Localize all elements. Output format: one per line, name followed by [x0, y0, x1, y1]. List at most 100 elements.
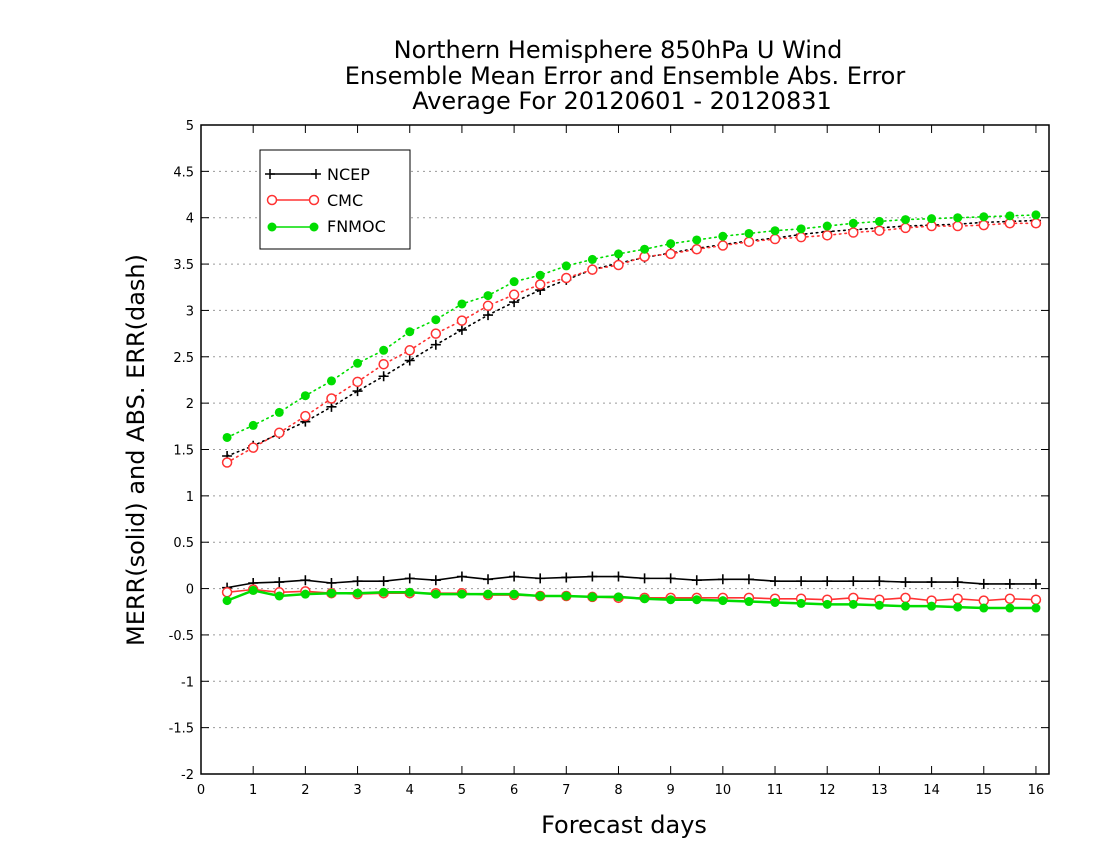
y-tick-label: 0.5 [173, 536, 194, 551]
y-tick-label: 1.5 [173, 444, 194, 459]
fnmoc-mean-err-point [953, 602, 963, 612]
y-tick-label: -1 [181, 675, 194, 690]
cmc-abs-err-point [978, 219, 990, 231]
fnmoc-abs-err-point [274, 407, 284, 417]
fnmoc-abs-err-point [900, 215, 910, 225]
fnmoc-mean-err-point [613, 592, 623, 602]
fnmoc-abs-err-point [405, 327, 415, 337]
ncep-mean-err-point [535, 573, 546, 584]
ncep-mean-err-point [978, 578, 989, 589]
fnmoc-mean-err-point [535, 591, 545, 601]
ncep-mean-err-point [456, 571, 467, 582]
ncep-mean-err-point [326, 578, 337, 589]
chart-title-line-3: Average For 20120601 - 20120831 [412, 87, 832, 115]
fnmoc-abs-err-point [222, 432, 232, 442]
cmc-abs-err-point [874, 225, 885, 236]
x-tick-label: 1 [249, 783, 257, 798]
y-tick-label: 5 [186, 119, 194, 134]
fnmoc-abs-err-point [535, 270, 545, 280]
cmc-abs-err-point [691, 243, 703, 255]
ncep-mean-err-point [1004, 578, 1015, 589]
cmc-abs-err-point [378, 358, 389, 370]
y-tick-label: 3.5 [173, 258, 194, 273]
fnmoc-abs-err-point [1005, 211, 1015, 221]
cmc-abs-err-point [404, 345, 415, 356]
cmc-abs-err-point [300, 410, 311, 422]
fnmoc-mean-err-point [692, 595, 702, 605]
x-tick-label: 5 [458, 783, 466, 798]
ncep-mean-err-point [717, 574, 728, 585]
x-tick-label: 14 [923, 783, 940, 798]
x-tick-label: 11 [767, 783, 784, 798]
ncep-mean-err-point [1030, 578, 1041, 589]
cmc-abs-err-point [743, 236, 755, 248]
fnmoc-mean-err-point [979, 603, 989, 613]
cmc-abs-err-point [221, 457, 233, 468]
ncep-mean-err-point [378, 576, 389, 587]
fnmoc-mean-err-point [718, 596, 728, 606]
cmc-mean-err-point [1004, 593, 1016, 605]
ncep-mean-err-point [874, 576, 885, 587]
legend-cmc-marker [308, 194, 320, 206]
legend-ncep-marker [265, 169, 321, 179]
ncep-mean-err-point [822, 576, 833, 587]
fnmoc-abs-err-point [587, 254, 597, 264]
cmc-abs-err-point [561, 272, 572, 284]
x-tick-label: 4 [406, 783, 414, 798]
ncep-mean-err-point [900, 577, 911, 588]
cmc-abs-err-point [430, 328, 442, 339]
x-tick-label: 10 [715, 783, 732, 798]
ncep-abs-err-point [483, 310, 494, 321]
fnmoc-mean-err-point [900, 601, 910, 611]
y-tick-label: 0 [186, 583, 194, 598]
ncep-mean-err-point [691, 575, 702, 586]
cmc-abs-err-point [900, 222, 911, 234]
x-tick-label: 0 [197, 783, 205, 798]
fnmoc-abs-err-point [483, 291, 493, 301]
fnmoc-abs-err-point [1031, 210, 1041, 220]
fnmoc-mean-err-point [326, 588, 336, 598]
cmc-mean-err-point [1030, 594, 1042, 605]
cmc-abs-err-point [848, 227, 859, 238]
ncep-mean-err-point [613, 571, 624, 582]
fnmoc-mean-err-point [640, 594, 650, 604]
ncep-mean-err-point [509, 571, 520, 582]
fnmoc-abs-err-point [300, 391, 310, 401]
y-tick-label: -2 [181, 768, 194, 783]
cmc-mean-err-point [900, 592, 911, 604]
fnmoc-mean-err-point [770, 597, 780, 607]
cmc-abs-err-point [665, 248, 676, 260]
y-tick-label: 3 [186, 304, 194, 319]
ncep-mean-err-point [796, 576, 807, 587]
legend-fnmoc-label: FNMOC [327, 217, 386, 236]
cmc-abs-err-point [274, 427, 285, 439]
fnmoc-mean-err-point [483, 589, 493, 599]
y-tick-label: -1.5 [169, 722, 194, 737]
fnmoc-mean-err-point [848, 599, 858, 609]
ncep-mean-err-point [770, 576, 781, 587]
ncep-mean-err-point [561, 572, 572, 583]
y-tick-label: 4.5 [173, 165, 194, 180]
fnmoc-mean-err-point [222, 596, 232, 606]
fnmoc-abs-err-point [979, 212, 989, 222]
cmc-abs-err-point [534, 279, 546, 290]
ncep-abs-err-point [456, 324, 467, 335]
ncep-mean-err-point [665, 573, 676, 584]
fnmoc-abs-err-point [770, 226, 780, 236]
fnmoc-abs-err-point [953, 213, 963, 223]
ncep-abs-err-point [378, 371, 389, 382]
cmc-abs-err-point [352, 376, 363, 388]
legend: NCEP CMC FNMOC [259, 149, 411, 250]
x-tick-label: 8 [614, 783, 622, 798]
fnmoc-abs-err-point [431, 315, 441, 325]
y-tick-label: 1 [186, 490, 194, 505]
fnmoc-mean-err-point [457, 589, 467, 599]
cmc-mean-err-point [221, 587, 233, 598]
legend-fnmoc-marker [267, 222, 277, 232]
fnmoc-abs-err-point [666, 239, 676, 249]
ncep-mean-err-point [430, 575, 441, 586]
axes: 54.543.532.521.510.50-0.5-1-1.5-20 1 2 3 4 5 6… [169, 119, 1049, 798]
ncep-abs-err-point [404, 355, 415, 366]
fnmoc-abs-err-point [248, 420, 258, 430]
x-tick-label: 9 [667, 783, 675, 798]
